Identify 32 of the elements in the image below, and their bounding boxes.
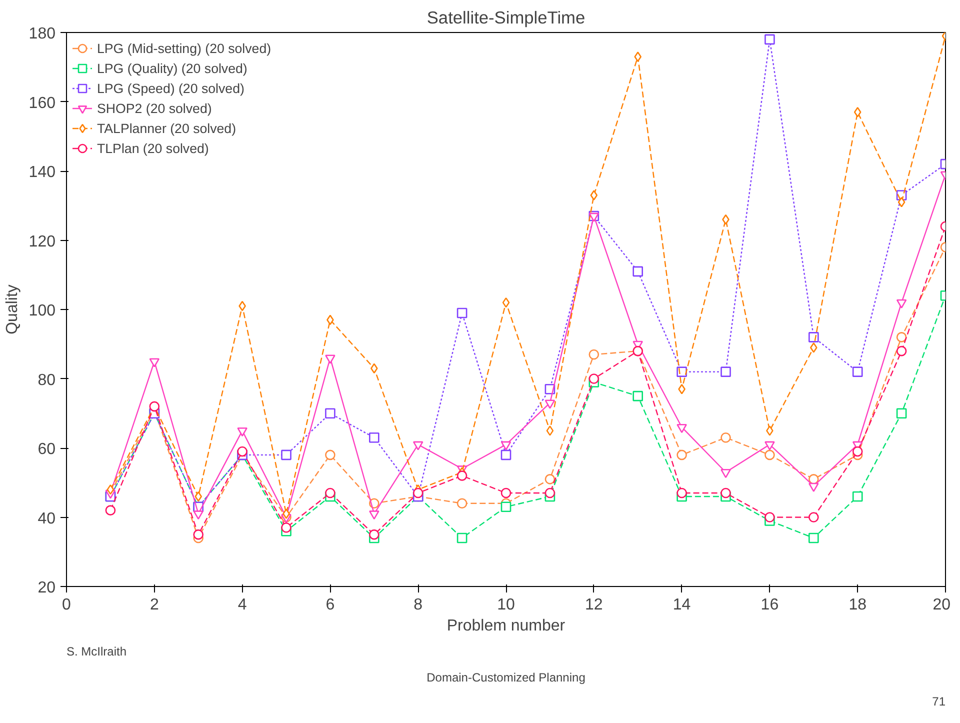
y-tick-label: 140 [28, 164, 56, 181]
x-tick-label: 10 [497, 596, 515, 614]
text: 71 [932, 694, 946, 708]
chart-title: Satellite-SimpleTime [426, 8, 586, 28]
legend-label: LPG (Quality) (20 solved) [97, 60, 248, 76]
y-tick-label: 80 [38, 372, 56, 389]
y-tick-label: 40 [38, 510, 56, 528]
legend-label: TLPlan (20 solved) [97, 140, 209, 156]
x-tick-label: 2 [150, 596, 159, 614]
text: Domain-Customized Planning [426, 670, 586, 684]
x-tick-label: 16 [760, 596, 779, 614]
y-tick-label: 100 [28, 302, 56, 320]
y-axis-title: Quality [4, 284, 21, 334]
x-tick-label: 18 [848, 596, 867, 614]
x-tick-label: 20 [932, 596, 951, 614]
y-tick-label: 20 [38, 580, 56, 596]
x-tick-label: 6 [326, 596, 335, 614]
x-tick-label: 14 [672, 596, 691, 614]
y-tick-label: 180 [28, 26, 56, 42]
x-tick-label: 0 [62, 596, 72, 614]
legend-label: LPG (Speed) (20 solved) [97, 80, 244, 96]
legend-label: TALPlanner (20 solved) [97, 120, 236, 136]
text: S. McIlraith [66, 644, 127, 658]
x-axis-title: Problem number [446, 618, 566, 634]
legend-label: LPG (Mid-setting) (20 solved) [97, 40, 272, 56]
x-tick-label: 4 [238, 596, 247, 614]
legend-label: SHOP2 (20 solved) [97, 100, 212, 116]
x-tick-label: 12 [585, 596, 603, 614]
y-tick-label: 160 [28, 94, 56, 112]
y-tick-label: 60 [38, 441, 56, 458]
y-tick-label: 120 [28, 233, 56, 250]
x-tick-label: 8 [414, 596, 423, 614]
